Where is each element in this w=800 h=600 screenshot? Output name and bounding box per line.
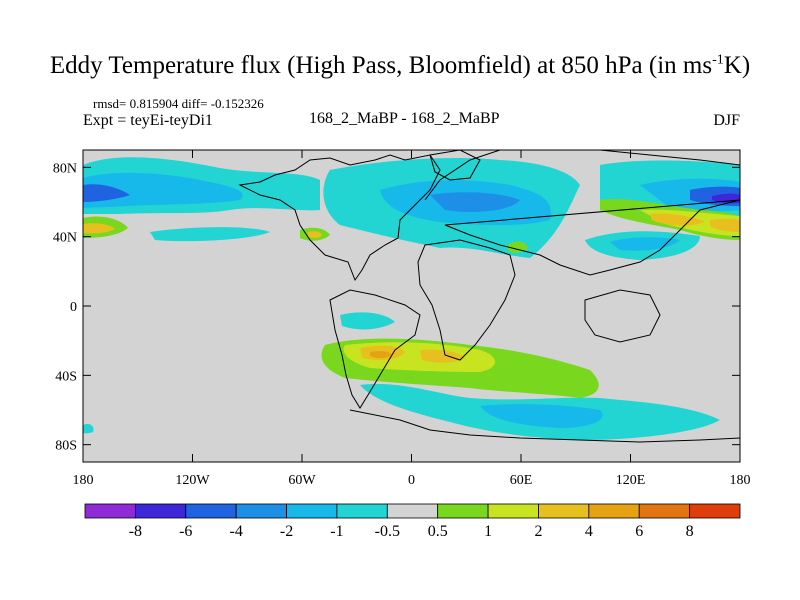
longitude-axis: 180 120W 60W 0 60E 120E 180 [73, 150, 751, 488]
colorbar-box-6 [386, 503, 439, 519]
colorbar-label-10: 6 [635, 523, 643, 540]
colorbar-label-8: 2 [534, 523, 542, 540]
sh-positive-core [370, 351, 392, 359]
lon-tick-label-3: 0 [408, 473, 415, 488]
coastline-south-america [329, 289, 421, 409]
nh-storm-track-west-deep [83, 184, 130, 202]
sh-negative-core [480, 404, 603, 428]
colorbar-label-1: -6 [179, 523, 192, 540]
nh-positive-east-high [650, 213, 740, 232]
colorbar-label-3: -2 [280, 523, 293, 540]
nh-pacific-band [150, 227, 270, 242]
experiment-label: Expt = teyEi-teyDi1 [83, 112, 213, 129]
colorbar-box-9 [538, 503, 590, 519]
colorbar-label-4: -1 [330, 523, 343, 540]
colorbar-box-4 [286, 503, 338, 519]
colorbar-box-0 [84, 503, 136, 519]
colorbar-label-0: -8 [129, 523, 142, 540]
lon-tick-label-4: 60E [510, 473, 533, 488]
colorbar-label-9: 4 [585, 523, 593, 540]
colorbar-label-7: 1 [484, 523, 492, 540]
coastline-africa [417, 239, 516, 361]
nh-positive-europe [508, 241, 528, 253]
plot-title-text: Eddy Temperature flux (High Pass, Bloomf… [49, 52, 713, 79]
sh-negative-west [340, 312, 395, 330]
plot-title-exponent: -1 [712, 52, 724, 68]
coastline-eurasia [424, 150, 740, 276]
season-label: DJF [713, 112, 740, 129]
sh-positive-band-high [360, 345, 465, 363]
colorbar-label-11: 8 [686, 523, 694, 540]
colorbar-box-2 [185, 503, 237, 519]
lon-tick-label-2: 60W [288, 473, 316, 488]
nh-positive-west-high [83, 223, 115, 234]
colorbar-box-1 [134, 503, 187, 519]
plot-title: Eddy Temperature flux (High Pass, Bloomf… [0, 52, 800, 80]
plot-title-unit: K) [723, 52, 751, 79]
lon-tick-label-1: 120W [175, 473, 210, 488]
lon-tick-label-0: 180 [73, 473, 94, 488]
coastline-antarctica [349, 409, 740, 443]
colorbar-label-5: -0.5 [375, 523, 400, 540]
lat-tick-label-4: 80S [55, 439, 77, 454]
colorbar-boxes [84, 503, 741, 519]
colorbar-box-3 [235, 503, 287, 519]
contour-fill [83, 157, 740, 440]
colorbar-label-2: -4 [229, 523, 242, 540]
rmsd-label: rmsd= 0.815904 diff= -0.152326 [93, 96, 264, 111]
colorbar-box-5 [336, 503, 388, 519]
colorbar-box-10 [588, 503, 640, 519]
lat-tick-label-3: 40S [55, 369, 77, 384]
lon-tick-label-5: 120E [616, 473, 646, 488]
colorbar-box-12 [689, 503, 741, 519]
coastlines [238, 150, 740, 443]
lat-tick-label-1: 40N [53, 231, 77, 246]
colorbar-box-11 [638, 503, 691, 519]
colorbar-box-8 [487, 503, 539, 519]
coastline-australia [584, 289, 661, 343]
coastline-north-america [238, 154, 441, 282]
lon-tick-label-6: 180 [730, 473, 751, 488]
colorbar-label-6: 0.5 [428, 523, 448, 540]
lat-tick-label-0: 80N [53, 161, 77, 176]
lat-tick-label-2: 0 [70, 300, 77, 315]
colorbar-labels: -8 -6 -4 -2 -1 -0.5 0.5 1 2 4 6 8 [129, 523, 694, 540]
experiment-names: 168_2_MaBP - 168_2_MaBP [309, 110, 500, 127]
nh-atlantic-deep [430, 192, 520, 212]
coastline-greenland [429, 150, 481, 181]
nh-positive-pacific-core [308, 231, 322, 238]
colorbar-box-7 [437, 503, 489, 519]
nh-storm-track-west-core [83, 172, 243, 208]
sh-negative-pole [83, 423, 94, 434]
latitude-axis: 80N 40N 0 40S 80S [53, 161, 740, 454]
